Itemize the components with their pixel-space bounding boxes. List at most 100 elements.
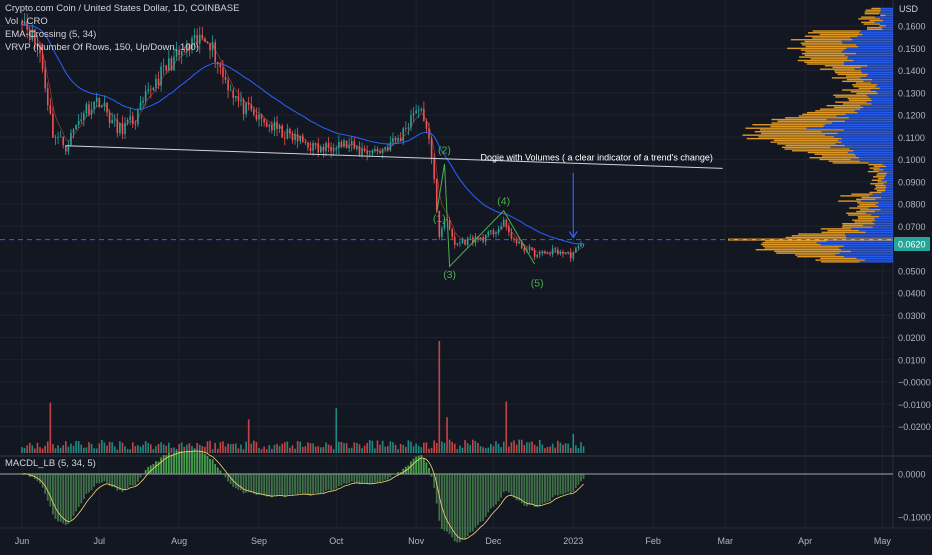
- profile-bar-up: [854, 110, 893, 112]
- macd-histogram-bar: [422, 458, 425, 474]
- volume-bar: [85, 447, 88, 453]
- profile-bar-down: [835, 71, 862, 74]
- candle-body: [500, 226, 502, 229]
- volume-bar: [343, 443, 345, 453]
- macd-histogram-bar: [307, 474, 309, 495]
- volume-bar: [237, 448, 240, 453]
- volume-bar: [564, 443, 567, 453]
- volume-bar: [389, 441, 392, 453]
- candle-body: [399, 138, 402, 142]
- volume-bar: [281, 443, 283, 453]
- volume-bar: [253, 440, 255, 453]
- indicator-vol-label[interactable]: Vol · CRO: [5, 16, 48, 27]
- volume-bar: [523, 445, 526, 453]
- candle-body: [206, 42, 209, 44]
- profile-bar-up: [848, 56, 893, 58]
- indicator-vrvp-label[interactable]: VRVP (Number Of Rows, 150, Up/Down, 100): [5, 42, 199, 53]
- profile-bar-down: [746, 137, 842, 140]
- volume-bar: [348, 448, 350, 453]
- candle-body: [580, 244, 582, 247]
- indicator-ema-label[interactable]: EMA-Crossing (5, 34): [5, 29, 97, 40]
- profile-bar-up: [859, 160, 893, 162]
- profile-bar-up: [861, 66, 893, 69]
- profile-bar-down: [821, 231, 866, 234]
- macd-histogram-bar: [428, 467, 430, 474]
- profile-bar-down: [798, 233, 845, 235]
- profile-bar-up: [845, 113, 893, 116]
- volume-bar: [204, 446, 206, 453]
- macd-histogram-bar: [95, 474, 98, 484]
- profile-bar-down: [869, 19, 884, 22]
- profile-bar-down: [858, 87, 880, 89]
- candle-body: [186, 43, 188, 52]
- candle-body: [538, 252, 541, 255]
- volume-bar: [21, 447, 23, 453]
- macd-histogram-bar: [106, 474, 108, 483]
- macd-histogram-bar: [551, 474, 554, 498]
- volume-bar: [152, 449, 155, 453]
- profile-bar-down: [807, 151, 848, 154]
- candle-body: [224, 77, 227, 80]
- candle-body: [129, 116, 131, 120]
- profile-bar-down: [834, 70, 862, 72]
- profile-bar-up: [845, 235, 893, 237]
- volume-bar: [520, 439, 523, 453]
- volume-bar: [227, 443, 229, 453]
- candle-body: [188, 43, 191, 50]
- candle-body: [209, 43, 211, 50]
- macd-histogram-bar: [222, 474, 224, 475]
- macd-histogram-bar: [484, 474, 487, 517]
- macd-histogram-bar: [258, 474, 260, 495]
- arrow-head: [568, 231, 578, 239]
- candle-body: [90, 109, 93, 115]
- volume-bar: [304, 446, 307, 453]
- candle-body: [438, 210, 441, 237]
- volume-bar: [93, 448, 95, 453]
- macd-histogram-bar: [57, 474, 59, 522]
- chart-title[interactable]: Crypto.com Coin / United States Dollar, …: [5, 3, 240, 14]
- y-tick-label: 0.0100: [898, 355, 926, 365]
- macd-histogram-bar: [162, 455, 165, 474]
- candle-body: [502, 219, 505, 227]
- macd-histogram-bar: [62, 474, 65, 524]
- macd-histogram-bar: [314, 474, 317, 493]
- profile-bar-down: [835, 101, 867, 103]
- macd-histogram-bar: [75, 474, 77, 512]
- profile-bar-up: [839, 247, 893, 249]
- profile-bar-up: [885, 184, 893, 187]
- volume-bar: [129, 449, 131, 453]
- candle-body: [152, 87, 155, 91]
- volume-bar: [559, 442, 562, 453]
- macd-histogram-bar: [399, 472, 402, 474]
- candle-body: [75, 125, 77, 130]
- volume-bar: [531, 441, 533, 453]
- indicator-macd-label[interactable]: MACDL_LB (5, 34, 5): [5, 458, 96, 469]
- candle-body: [327, 142, 330, 147]
- candle-body: [314, 142, 317, 144]
- candle-body: [124, 122, 126, 135]
- macd-histogram-bar: [263, 474, 266, 496]
- macd-histogram-bar: [322, 474, 325, 494]
- profile-bar-down: [784, 148, 850, 150]
- candle-body: [451, 229, 453, 237]
- profile-bar-up: [863, 224, 893, 227]
- candle-body: [536, 254, 538, 257]
- macd-histogram-bar: [402, 468, 405, 474]
- macd-histogram-bar: [227, 474, 229, 482]
- volume-bar: [44, 445, 46, 453]
- profile-bar-up: [881, 196, 893, 199]
- macd-histogram-bar: [70, 474, 72, 520]
- candle-body: [157, 78, 160, 86]
- volume-bar: [242, 449, 245, 453]
- volume-bar: [291, 445, 294, 453]
- profile-bar-up: [872, 78, 893, 81]
- volume-bar: [198, 444, 201, 453]
- x-tick-label: Dec: [485, 536, 502, 546]
- profile-bar-down: [742, 134, 826, 136]
- profile-bar-up: [856, 155, 893, 157]
- candle-body: [77, 121, 80, 126]
- volume-bar: [327, 444, 330, 453]
- macd-histogram-bar: [39, 474, 41, 484]
